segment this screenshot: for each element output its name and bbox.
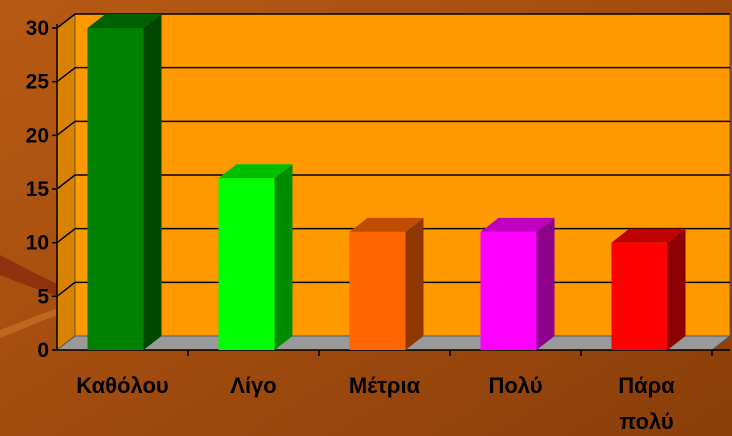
bar-front (218, 178, 275, 350)
bar-front (611, 242, 668, 350)
bar-front (87, 28, 144, 350)
bar-side (143, 14, 162, 350)
bar-front (349, 231, 406, 350)
bar-side (667, 228, 686, 350)
bar (480, 217, 555, 350)
y-axis-tick-labels: 0 5 10 15 20 25 30 (26, 17, 50, 362)
y-tick-label: 25 (26, 71, 50, 94)
gridline-depth (56, 281, 76, 297)
y-tick-label: 20 (26, 124, 49, 147)
bar-top (349, 217, 424, 232)
bar-top (87, 14, 162, 28)
bar-side (536, 217, 555, 350)
gridline-depth (56, 120, 76, 136)
y-tick-label: 5 (37, 285, 49, 308)
y-tick-label: 10 (26, 232, 49, 255)
x-tick-label: Πάρα πολύ (618, 373, 675, 434)
bar (87, 14, 162, 350)
gridline-depth (56, 13, 76, 29)
bar-side (405, 217, 424, 350)
x-tick-label: Λίγο (230, 373, 276, 398)
bar-side (274, 164, 293, 350)
bar (349, 217, 424, 350)
x-axis-tick-labels: Καθόλου Λίγο Μέτρια Πολύ Πάρα πολύ (76, 373, 675, 434)
x-tick-label: Καθόλου (76, 373, 168, 398)
bar-top (480, 217, 555, 232)
y-tick-label: 15 (26, 178, 50, 201)
gridline-depth (56, 228, 76, 244)
gridline-depth (56, 174, 76, 190)
bars (87, 14, 686, 350)
y-tick-label: 30 (26, 17, 49, 40)
x-tick-label: Πολύ (488, 373, 542, 398)
bar-top (218, 164, 293, 179)
bar-top (611, 228, 686, 243)
y-tick-label: 0 (37, 339, 49, 362)
x-tick-label: Μέτρια (349, 373, 421, 398)
bar-front (480, 231, 537, 350)
gridline-depth (56, 67, 76, 83)
bar (218, 164, 293, 350)
bar (611, 228, 686, 350)
